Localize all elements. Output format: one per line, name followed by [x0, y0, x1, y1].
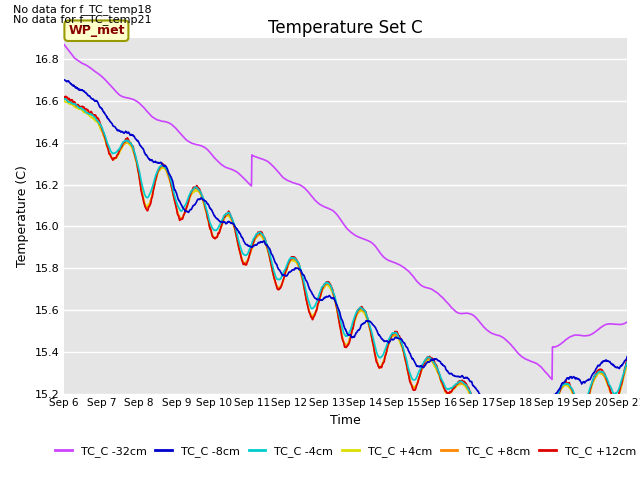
Title: Temperature Set C: Temperature Set C — [268, 19, 423, 37]
Text: No data for f_TC_temp21: No data for f_TC_temp21 — [13, 13, 152, 24]
Y-axis label: Temperature (C): Temperature (C) — [16, 165, 29, 267]
Legend: TC_C -32cm, TC_C -8cm, TC_C -4cm, TC_C +4cm, TC_C +8cm, TC_C +12cm: TC_C -32cm, TC_C -8cm, TC_C -4cm, TC_C +… — [51, 442, 640, 462]
X-axis label: Time: Time — [330, 414, 361, 427]
Text: WP_met: WP_met — [68, 24, 125, 37]
Text: No data for f_TC_temp18: No data for f_TC_temp18 — [13, 4, 152, 15]
